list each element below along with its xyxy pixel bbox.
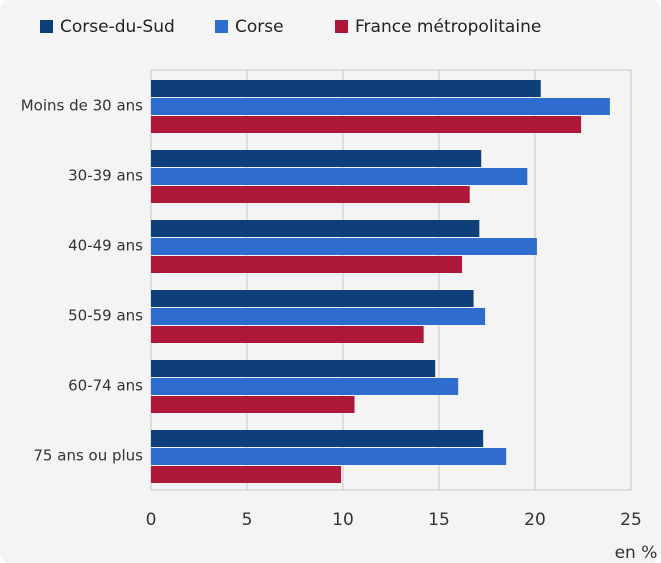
y-tick-label: 50-59 ans bbox=[68, 307, 143, 325]
y-tick-label: 75 ans ou plus bbox=[33, 447, 143, 465]
y-tick-label: 30-39 ans bbox=[68, 167, 143, 185]
bar bbox=[151, 80, 541, 97]
x-tick-label: 5 bbox=[242, 510, 253, 530]
bar bbox=[151, 448, 507, 465]
bar bbox=[151, 360, 436, 377]
x-tick-label: 25 bbox=[620, 510, 642, 530]
bar bbox=[151, 466, 342, 483]
legend-label: Corse-du-Sud bbox=[60, 17, 175, 37]
bar bbox=[151, 186, 470, 203]
y-tick-label: Moins de 30 ans bbox=[21, 97, 143, 115]
legend-swatch bbox=[335, 20, 348, 33]
x-unit: en % bbox=[615, 543, 658, 563]
x-tick-label: 15 bbox=[428, 510, 450, 530]
bar bbox=[151, 290, 474, 307]
bar bbox=[151, 396, 355, 413]
bar bbox=[151, 168, 528, 185]
bar bbox=[151, 326, 424, 343]
bar bbox=[151, 116, 582, 133]
bar bbox=[151, 150, 482, 167]
legend-swatch bbox=[215, 20, 228, 33]
bar bbox=[151, 98, 610, 115]
bar bbox=[151, 430, 484, 447]
bar bbox=[151, 220, 480, 237]
y-tick-label: 40-49 ans bbox=[68, 237, 143, 255]
bar bbox=[151, 256, 463, 273]
legend-swatch bbox=[40, 20, 53, 33]
bar bbox=[151, 308, 486, 325]
bar bbox=[151, 378, 459, 395]
x-tick-label: 10 bbox=[332, 510, 354, 530]
legend-label: Corse bbox=[235, 17, 284, 37]
legend-label: France métropolitaine bbox=[355, 17, 541, 37]
y-tick-label: 60-74 ans bbox=[68, 377, 143, 395]
x-tick-label: 0 bbox=[146, 510, 157, 530]
bar bbox=[151, 238, 537, 255]
x-tick-label: 20 bbox=[524, 510, 546, 530]
